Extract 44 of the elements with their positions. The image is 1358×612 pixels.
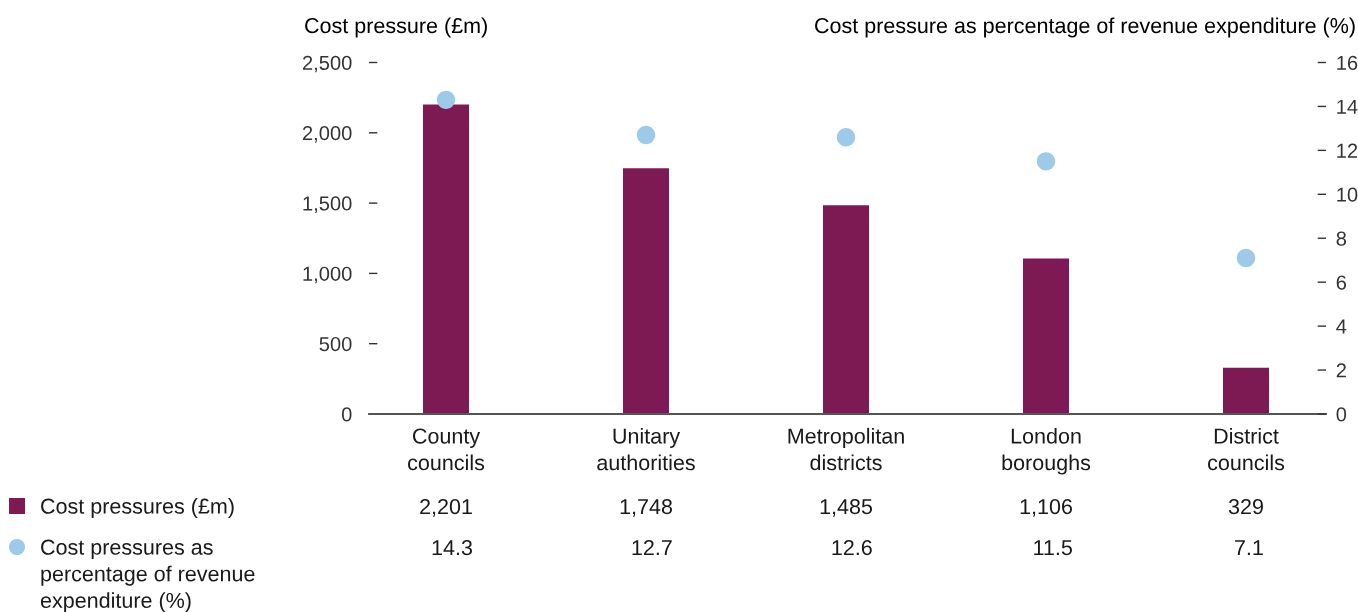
point [836, 128, 856, 147]
y2-axis-title: Cost pressure as percentage of revenue expenditure (%) [815, 17, 1355, 38]
point [436, 90, 456, 110]
y-tick-label: 2,500 [302, 55, 352, 73]
bar [423, 104, 469, 414]
y-tick-label: 2,000 [302, 126, 352, 143]
bar [823, 205, 869, 414]
y2-tick-label: 0 [1336, 407, 1347, 422]
y-tick-label: 1,000 [303, 266, 352, 284]
data-label: 2,201 [420, 498, 472, 517]
y-axis-title: Cost pressure (£m) [305, 17, 487, 38]
y-tick-label: 0 [341, 407, 352, 422]
y2-tick-label: 6 [1336, 275, 1347, 290]
bar [1023, 258, 1069, 414]
x-tick-label: London boroughs [1002, 427, 1091, 475]
x-tick-label: District councils [1208, 427, 1285, 471]
data-label: 7.1 [1235, 540, 1263, 555]
x-tick-label: County councils [408, 428, 485, 471]
data-label: 1,748 [620, 498, 672, 517]
data-label: 12.7 [632, 539, 672, 555]
legend-label: Cost pressures (£m) [41, 498, 234, 519]
data-label: 1,106 [1020, 498, 1072, 517]
y2-tick-label: 14 [1337, 99, 1358, 114]
data-label: 12.6 [832, 539, 872, 556]
data-label: 329 [1228, 498, 1263, 515]
point [1236, 248, 1256, 268]
data-label: 1,485 [820, 498, 873, 517]
y2-tick-label: 16 [1337, 55, 1358, 70]
y2-tick-label: 12 [1337, 143, 1358, 158]
bar [1223, 367, 1269, 414]
x-tick-label: Unitary authorities [597, 427, 695, 471]
data-label: 14.3 [432, 539, 472, 556]
y2-tick-label: 8 [1336, 231, 1347, 246]
y-tick-label: 1,500 [303, 196, 352, 213]
y2-tick-label: 10 [1337, 187, 1358, 202]
data-label: 11.5 [1034, 540, 1072, 556]
y2-tick-label: 2 [1336, 363, 1346, 378]
point [636, 125, 656, 145]
legend-label: Cost pressures as percentage of revenue expenditure (%) [40, 539, 255, 612]
point [1036, 152, 1056, 171]
y2-tick-label: 4 [1336, 319, 1347, 334]
y-tick-label: 500 [319, 336, 352, 352]
x-tick-label: Metropolitan districts [788, 427, 904, 471]
bar [623, 168, 669, 414]
